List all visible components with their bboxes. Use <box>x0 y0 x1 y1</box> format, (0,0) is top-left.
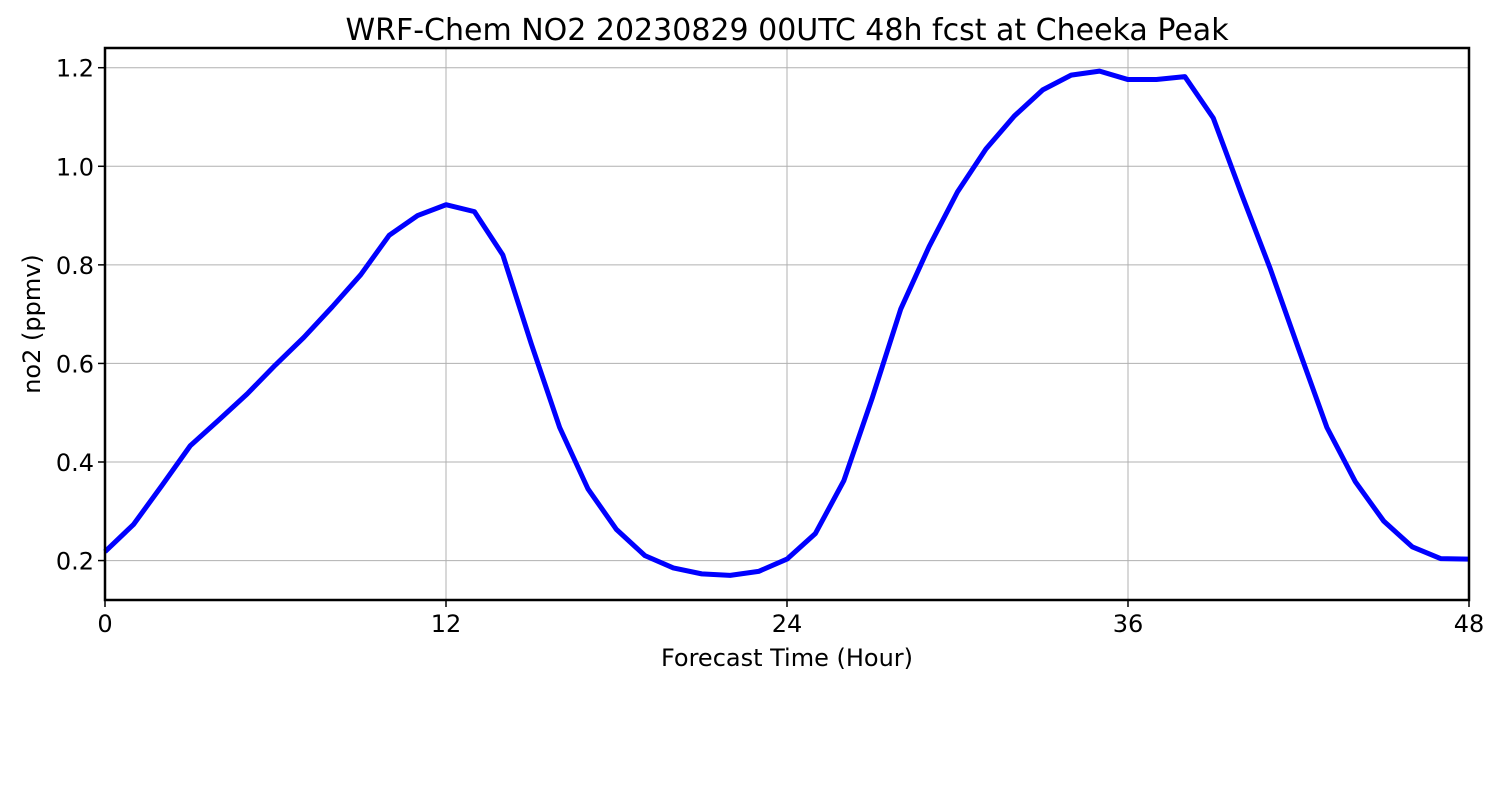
x-axis-title: Forecast Time (Hour) <box>661 644 913 672</box>
y-tick-label: 0.6 <box>56 350 94 378</box>
series-layer <box>103 68 1470 578</box>
x-tick-label: 12 <box>431 610 462 638</box>
y-tick-label: 0.4 <box>56 449 94 477</box>
x-tick-label: 0 <box>97 610 112 638</box>
y-tick-label: 1.2 <box>56 55 94 83</box>
y-axis-title: no2 (ppmv) <box>18 254 46 394</box>
series-line <box>103 68 1470 578</box>
y-tick-label: 0.2 <box>56 548 94 576</box>
x-tick-label: 36 <box>1113 610 1144 638</box>
y-tick-label: 0.8 <box>56 252 94 280</box>
axis-ticks: 0 12 24 36 48 0.2 0.4 0.6 0.8 1.0 1.2 <box>56 55 1484 638</box>
chart-title: WRF-Chem NO2 20230829 00UTC 48h fcst at … <box>345 13 1229 48</box>
x-tick-label: 24 <box>772 610 803 638</box>
x-tick-label: 48 <box>1454 610 1485 638</box>
y-tick-label: 1.0 <box>56 153 94 181</box>
